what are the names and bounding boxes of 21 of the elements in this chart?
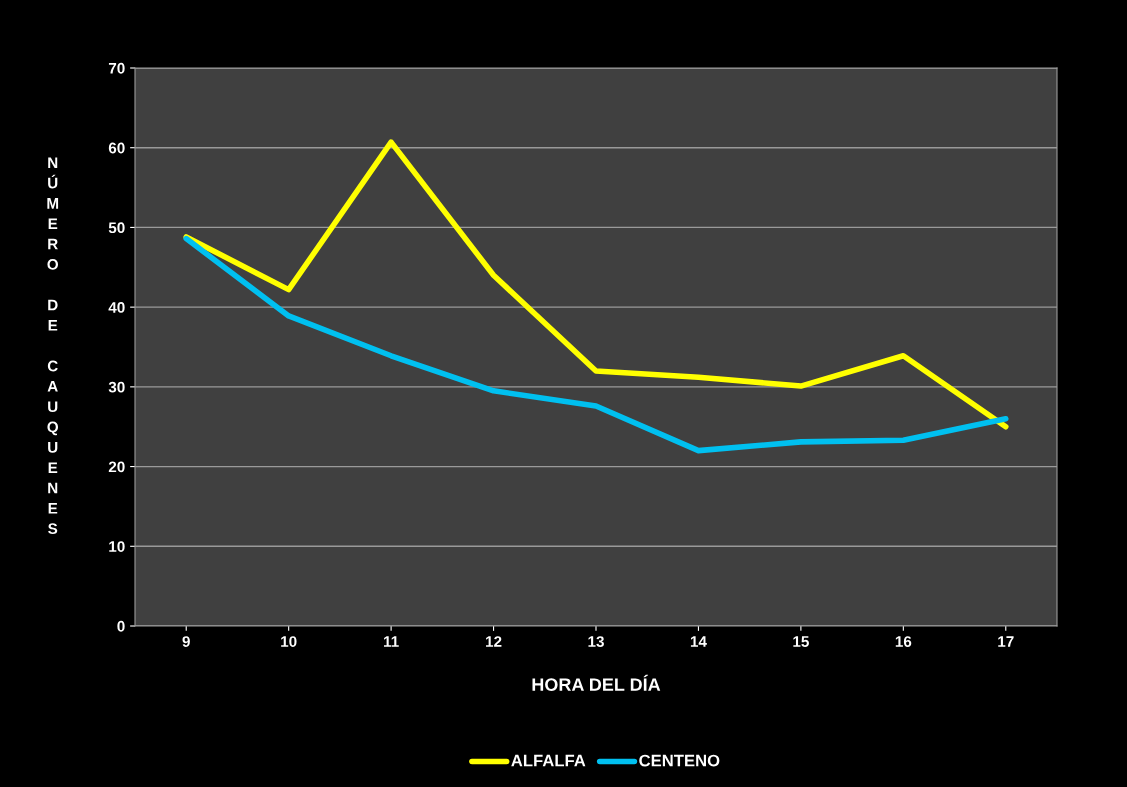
y-tick-label: 50 xyxy=(108,222,125,234)
x-tick-label: 17 xyxy=(998,636,1014,647)
y-tick-label: 30 xyxy=(108,381,125,393)
x-tick-label: 15 xyxy=(793,636,809,647)
y-tick-label: 60 xyxy=(108,142,125,154)
x-tick-label: 9 xyxy=(182,636,190,647)
y-tick-label: 10 xyxy=(109,541,125,552)
x-tick-label: 13 xyxy=(588,636,604,647)
text: NÚMERO DE CAUQUENES xyxy=(47,157,59,535)
x-tick-label: 10 xyxy=(281,636,297,647)
y-tick-label: 40 xyxy=(108,302,125,313)
x-tick-label: 14 xyxy=(690,636,707,647)
y-tick-label: 0 xyxy=(117,620,125,632)
x-tick-label: 12 xyxy=(486,636,502,647)
x-tick-label: 11 xyxy=(384,636,399,647)
x-axis-title: HORA DEL DÍA xyxy=(532,674,661,691)
y-tick-label: 20 xyxy=(108,461,125,473)
legend-label: CENTENO xyxy=(639,754,720,767)
legend-label: ALFALFA xyxy=(511,754,586,767)
y-tick-label: 70 xyxy=(108,62,125,74)
x-tick-label: 16 xyxy=(895,636,912,647)
